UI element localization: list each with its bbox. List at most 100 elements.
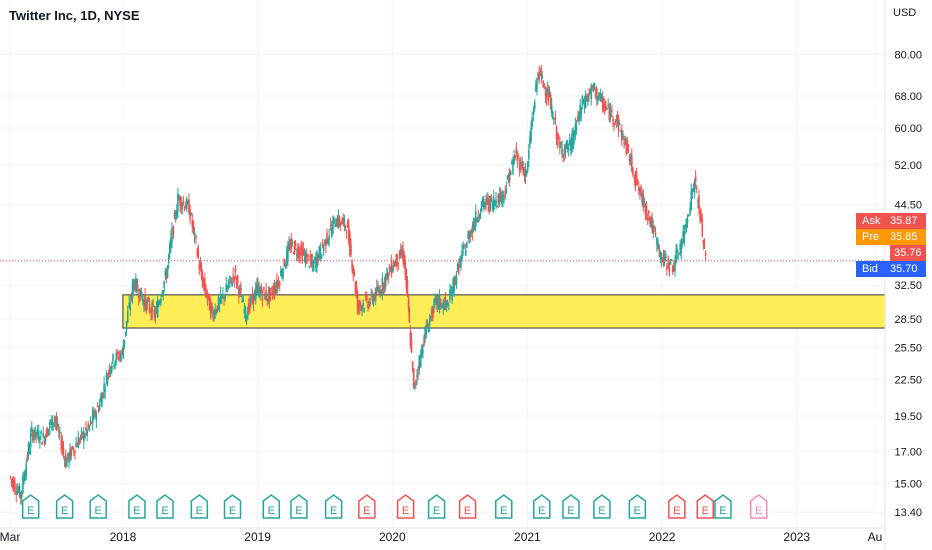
candle-body [485, 198, 487, 206]
earnings-marker[interactable]: E [533, 494, 551, 519]
earnings-marker[interactable]: E [262, 494, 281, 519]
candle-body [601, 98, 604, 111]
candle-body [95, 413, 98, 421]
candle-body [518, 159, 521, 171]
candle-body [239, 288, 241, 290]
earnings-marker[interactable]: E [593, 494, 611, 519]
candle-body [47, 428, 50, 430]
y-tick-label: 52.00 [894, 160, 922, 172]
candle-body [349, 233, 351, 255]
candle-body [608, 110, 611, 121]
candle-body [74, 450, 76, 454]
candle-body [669, 259, 672, 265]
candle-body [231, 281, 233, 287]
candle-body [678, 253, 680, 255]
candle-body [232, 274, 235, 277]
earnings-marker[interactable]: E [495, 494, 513, 519]
earnings-marker[interactable]: E [128, 494, 146, 519]
earnings-letter: E [295, 505, 302, 517]
earnings-letter: E [196, 505, 203, 517]
candle-body [316, 252, 318, 268]
candle-body [320, 253, 323, 259]
candle-body [373, 296, 376, 299]
candle-body [202, 278, 205, 285]
earnings-marker[interactable]: E [714, 494, 732, 519]
candle-body [376, 287, 378, 294]
candle-body [428, 319, 431, 326]
candle-body [611, 110, 613, 112]
candle-body [57, 430, 60, 432]
candle-body [96, 406, 99, 408]
candle-body [124, 331, 127, 334]
candle-body [132, 279, 135, 290]
candle-body [439, 298, 442, 307]
candle-body [237, 287, 240, 297]
time-axis: Mar 2018 2019 2020 2021 2022 2023 Au [0, 527, 885, 544]
candle-body [99, 396, 102, 402]
earnings-marker[interactable]: E [89, 494, 107, 519]
earnings-marker[interactable]: E [324, 494, 343, 519]
candle-body [404, 259, 407, 274]
candle-body [634, 172, 637, 184]
candle-body [19, 492, 22, 499]
candle-body [355, 285, 358, 297]
earnings-marker[interactable]: E [55, 494, 74, 519]
pre-price-tag: Pre 35.85 [856, 229, 926, 245]
earnings-marker[interactable]: E [668, 494, 686, 519]
candle-body [56, 422, 59, 427]
candle-body [644, 207, 647, 215]
candle-body [278, 281, 281, 286]
candle-body [575, 126, 578, 131]
earnings-marker[interactable]: E [190, 494, 209, 519]
candle-body [511, 161, 513, 165]
earnings-marker[interactable]: E [562, 494, 580, 519]
candle-body [196, 252, 198, 255]
earnings-marker[interactable]: E [223, 494, 242, 519]
candle-body [318, 247, 321, 259]
candle-body [369, 301, 371, 304]
candle-body [703, 241, 706, 244]
earnings-marker[interactable]: E [750, 494, 768, 519]
earnings-marker[interactable]: E [21, 494, 40, 519]
candle-body [23, 476, 25, 481]
candle-body [535, 84, 537, 92]
candle-body [144, 294, 146, 306]
earnings-marker[interactable]: E [628, 494, 647, 519]
candle-body [156, 301, 159, 318]
candle-body [548, 93, 551, 98]
candle-body [642, 193, 645, 207]
candle-body [81, 432, 84, 438]
candle-body [537, 72, 539, 77]
candle-body [301, 247, 304, 261]
earnings-marker[interactable]: E [396, 494, 415, 519]
candle-body [405, 268, 408, 288]
earnings-marker[interactable]: E [427, 494, 446, 519]
candle-body [540, 71, 543, 77]
candle-body [483, 199, 485, 208]
candle-body [180, 198, 183, 210]
candle-body [106, 377, 109, 386]
candle-body [423, 337, 425, 346]
earnings-letter: E [634, 505, 641, 517]
candle-body [606, 107, 608, 109]
candle-body [26, 455, 29, 459]
earnings-marker[interactable]: E [458, 494, 477, 519]
earnings-marker[interactable]: E [290, 494, 308, 519]
earnings-marker[interactable]: E [696, 494, 714, 519]
candle-body [544, 92, 547, 96]
candle-body [461, 249, 463, 259]
earnings-marker[interactable]: E [358, 494, 376, 519]
candle-body [638, 187, 640, 191]
candle-body [627, 144, 630, 148]
candle-body [690, 190, 693, 210]
candle-body [677, 254, 679, 259]
candle-body [280, 270, 282, 276]
candle-body [430, 309, 433, 318]
candle-body [46, 429, 49, 437]
candle-body [496, 206, 498, 208]
candle-body [34, 427, 36, 438]
candle-body [659, 251, 662, 257]
earnings-marker[interactable]: E [156, 494, 174, 519]
candles [9, 64, 707, 506]
